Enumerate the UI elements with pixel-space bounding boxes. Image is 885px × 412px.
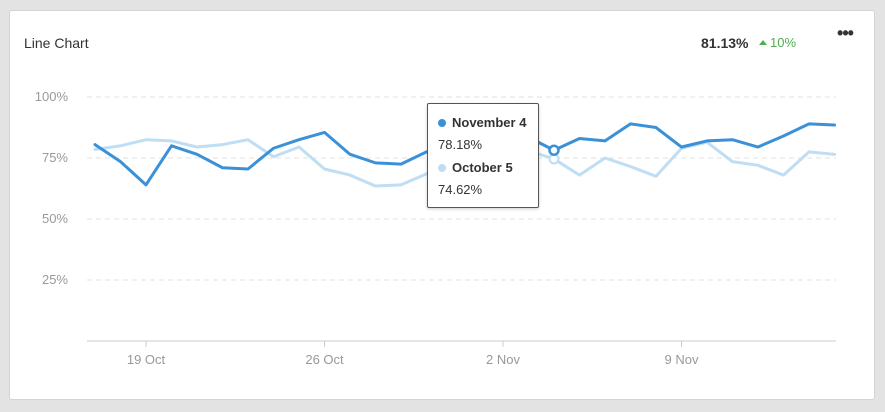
kpi-value: 81.13% bbox=[701, 35, 749, 51]
tooltip-value-current: 78.18% bbox=[438, 137, 483, 152]
tooltip-label-previous: October 5 bbox=[452, 160, 513, 175]
more-horizontal-icon[interactable]: ••• bbox=[837, 22, 854, 43]
kpi-delta-label: 10% bbox=[770, 35, 797, 50]
chart-tooltip: November 4 78.18% October 5 74.62% bbox=[427, 103, 539, 208]
tooltip-row-previous: October 5 bbox=[438, 160, 513, 175]
kpi-delta: 10% bbox=[759, 35, 796, 50]
y-tick-label: 50% bbox=[42, 211, 68, 226]
y-tick-label: 75% bbox=[42, 150, 68, 165]
y-tick-label: 25% bbox=[42, 272, 68, 287]
tooltip-label-current: November 4 bbox=[452, 115, 527, 130]
tooltip-value-previous: 74.62% bbox=[438, 182, 483, 197]
hover-point-current bbox=[548, 144, 560, 156]
x-tick-label: 2 Nov bbox=[486, 352, 520, 367]
y-tick-label: 100% bbox=[35, 89, 69, 104]
series-current-dot-icon bbox=[438, 118, 446, 127]
tooltip-row-current: November 4 bbox=[438, 115, 526, 130]
chart-title: Line Chart bbox=[24, 35, 89, 51]
series-previous-dot-icon bbox=[438, 163, 446, 172]
x-tick-label: 26 Oct bbox=[305, 352, 344, 367]
arrow-up-icon bbox=[759, 40, 767, 45]
x-tick-label: 9 Nov bbox=[665, 352, 699, 367]
chart-card: Line Chart 81.13% 10% ••• 25% 50% 75% 100% 1… bbox=[9, 10, 875, 400]
x-tick-label: 19 Oct bbox=[127, 352, 166, 367]
